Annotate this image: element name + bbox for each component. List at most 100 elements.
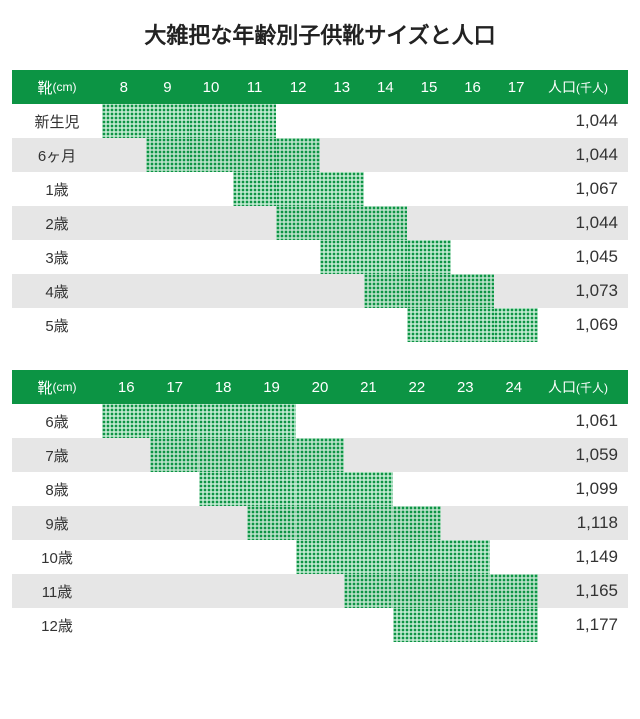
size-cell-empty [320, 104, 364, 138]
size-cell-filled [102, 404, 150, 438]
size-cell-empty [393, 438, 441, 472]
size-cell-empty [199, 506, 247, 540]
population-value: 1,118 [538, 506, 628, 540]
table-row: 11歳 1,165 [12, 574, 628, 608]
size-cell-empty [451, 104, 495, 138]
table-row: 新生児1,044 [12, 104, 628, 138]
size-cell-filled [102, 104, 146, 138]
table-row: 6歳 1,061 [12, 404, 628, 438]
size-cell-filled [189, 138, 233, 172]
size-cell-empty [320, 274, 364, 308]
size-cell-filled [407, 308, 451, 342]
size-cell-filled [276, 172, 320, 206]
size-cell-empty [199, 574, 247, 608]
size-cell-filled [150, 438, 198, 472]
size-cell-empty [247, 540, 295, 574]
size-cell-filled [247, 404, 295, 438]
table-header-row: 靴(cm)891011121314151617人口(千人) [12, 70, 628, 104]
size-range-cells [102, 274, 538, 308]
size-column-header: 23 [441, 370, 489, 404]
size-cell-empty [247, 608, 295, 642]
size-range-cells [102, 506, 538, 540]
size-cell-empty [441, 438, 489, 472]
shoe-size-table-1: 靴(cm)891011121314151617人口(千人)新生児1,0446ヶ月… [12, 70, 628, 342]
size-cell-filled [344, 506, 392, 540]
size-cell-filled [247, 438, 295, 472]
age-label: 2歳 [12, 206, 102, 240]
population-value: 1,149 [538, 540, 628, 574]
size-column-header: 17 [150, 370, 198, 404]
size-range-cells [102, 240, 538, 274]
table-header-row: 靴(cm)161718192021222324人口(千人) [12, 370, 628, 404]
population-column-header: 人口(千人) [538, 70, 628, 104]
size-column-header: 18 [199, 370, 247, 404]
size-cell-empty [490, 472, 538, 506]
size-columns-header: 161718192021222324 [102, 370, 538, 404]
size-cell-empty [276, 240, 320, 274]
size-cell-filled [276, 138, 320, 172]
table-row: 1歳1,067 [12, 172, 628, 206]
size-column-header: 15 [407, 70, 451, 104]
size-cell-empty [276, 308, 320, 342]
size-cell-empty [102, 308, 146, 342]
size-range-cells [102, 172, 538, 206]
table-row: 4歳1,073 [12, 274, 628, 308]
shoe-size-table-2: 靴(cm)161718192021222324人口(千人)6歳1,0617歳1,… [12, 370, 628, 642]
size-range-cells [102, 574, 538, 608]
tables-container: 靴(cm)891011121314151617人口(千人)新生児1,0446ヶ月… [12, 70, 628, 642]
population-value: 1,061 [538, 404, 628, 438]
size-cell-empty [102, 240, 146, 274]
table-row: 6ヶ月1,044 [12, 138, 628, 172]
population-column-header: 人口(千人) [538, 370, 628, 404]
size-cell-filled [320, 172, 364, 206]
size-cell-filled [199, 404, 247, 438]
age-label: 3歳 [12, 240, 102, 274]
size-column-header: 14 [364, 70, 408, 104]
size-cell-filled [276, 206, 320, 240]
size-cell-empty [102, 540, 150, 574]
size-cell-empty [102, 574, 150, 608]
size-cell-empty [150, 472, 198, 506]
size-cell-filled [490, 574, 538, 608]
size-cell-filled [150, 404, 198, 438]
page-title: 大雑把な年齢別子供靴サイズと人口 [12, 18, 628, 50]
size-cell-empty [102, 274, 146, 308]
size-cell-filled [247, 472, 295, 506]
population-value: 1,044 [538, 206, 628, 240]
size-cell-filled [407, 274, 451, 308]
population-value: 1,177 [538, 608, 628, 642]
size-cell-filled [296, 540, 344, 574]
size-cell-empty [150, 540, 198, 574]
size-cell-filled [364, 240, 408, 274]
population-value: 1,165 [538, 574, 628, 608]
size-cell-empty [364, 308, 408, 342]
size-cell-empty [364, 104, 408, 138]
table-row: 10歳 1,149 [12, 540, 628, 574]
size-cell-empty [494, 138, 538, 172]
age-label: 新生児 [12, 104, 102, 138]
population-value: 1,067 [538, 172, 628, 206]
size-cell-empty [150, 574, 198, 608]
size-cell-filled [407, 240, 451, 274]
age-label: 10歳 [12, 540, 102, 574]
size-cell-filled [199, 472, 247, 506]
size-range-cells [102, 404, 538, 438]
size-column-header: 13 [320, 70, 364, 104]
size-cell-empty [146, 308, 190, 342]
age-label: 11歳 [12, 574, 102, 608]
size-column-header: 16 [451, 70, 495, 104]
shoe-column-header: 靴(cm) [12, 370, 102, 404]
size-cell-filled [233, 104, 277, 138]
age-label: 6歳 [12, 404, 102, 438]
size-cell-empty [407, 206, 451, 240]
table-row: 9歳1,118 [12, 506, 628, 540]
table-row: 2歳 1,044 [12, 206, 628, 240]
size-cell-filled [344, 472, 392, 506]
size-range-cells [102, 308, 538, 342]
size-cell-filled [393, 506, 441, 540]
size-cell-empty [364, 138, 408, 172]
size-cell-filled [441, 608, 489, 642]
size-cell-empty [494, 104, 538, 138]
size-column-header: 20 [296, 370, 344, 404]
size-cell-filled [344, 574, 392, 608]
